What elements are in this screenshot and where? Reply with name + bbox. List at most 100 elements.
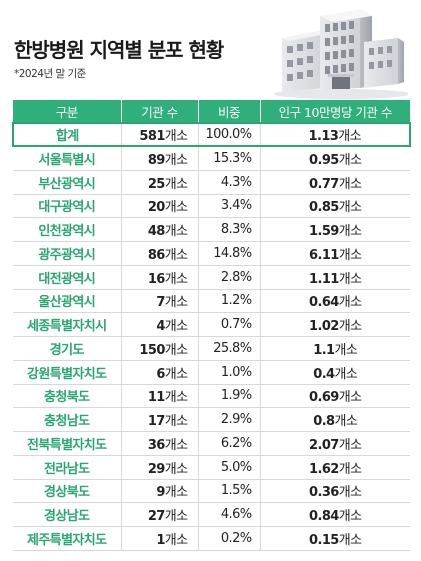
count-cell: 17개소: [121, 407, 199, 432]
count-unit: 개소: [164, 200, 188, 216]
count-cell: 1개소: [121, 526, 199, 551]
region-cell: 경상북도: [13, 479, 122, 504]
count-value: 27: [147, 509, 166, 525]
count-cell: 4개소: [121, 312, 199, 337]
count-value: 150: [139, 342, 165, 358]
table-row: 세종특별자치시 4개소 0.7% 1.02개소: [13, 312, 410, 337]
per-100k-unit: 개소: [334, 366, 358, 382]
per-100k-value: 0.85: [309, 200, 339, 216]
share-cell: 0.7%: [198, 312, 261, 337]
per-100k-cell: 0.15개소: [260, 526, 410, 551]
count-cell: 48개소: [121, 217, 199, 242]
hospital-building-illustration: [274, 10, 408, 99]
per-100k-unit: 개소: [338, 224, 362, 240]
share-cell: 5.0%: [198, 455, 261, 480]
per-100k-unit: 개소: [338, 461, 362, 477]
share-cell: 25.8%: [198, 336, 261, 361]
per-100k-unit: 개소: [338, 390, 362, 406]
count-cell: 25개소: [121, 170, 199, 195]
per-100k-value: 0.69: [309, 390, 339, 406]
page-title: 한방병원 지역별 분포 현황: [14, 38, 224, 62]
table-row: 경상북도 9개소 1.5% 0.36개소: [13, 479, 410, 504]
per-100k-value: 1.59: [309, 224, 339, 240]
count-value: 9: [156, 485, 165, 501]
table-row: 인천광역시 48개소 8.3% 1.59개소: [13, 217, 410, 242]
per-100k-cell: 1.59개소: [260, 217, 410, 242]
count-value: 16: [147, 271, 166, 287]
count-value: 89: [147, 152, 166, 168]
count-unit: 개소: [164, 532, 188, 548]
per-100k-unit: 개소: [338, 176, 362, 192]
count-value: 1: [156, 532, 165, 548]
count-cell: 29개소: [121, 455, 199, 480]
per-100k-unit: 개소: [338, 532, 362, 548]
count-unit: 개소: [164, 509, 188, 525]
table-row: 대구광역시 20개소 3.4% 0.85개소: [13, 194, 410, 219]
per-100k-unit: 개소: [334, 342, 358, 358]
per-100k-cell: 2.07개소: [260, 431, 410, 456]
count-cell: 581개소: [121, 122, 199, 147]
region-cell: 제주특별자치도: [13, 526, 122, 551]
per-100k-value: 0.77: [309, 176, 339, 192]
count-unit: 개소: [164, 461, 188, 477]
count-unit: 개소: [164, 295, 188, 311]
per-100k-value: 0.4: [313, 366, 335, 382]
per-100k-unit: 개소: [338, 200, 362, 216]
count-unit: 개소: [164, 485, 188, 501]
per-100k-cell: 1.1개소: [260, 336, 410, 361]
count-value: 48: [147, 224, 166, 240]
region-cell: 충청북도: [13, 384, 122, 409]
table-header-row: 구분 기관 수 비중 인구 10만명당 기관 수: [13, 100, 410, 123]
table-row: 경상남도 27개소 4.6% 0.84개소: [13, 502, 410, 527]
per-100k-cell: 6.11개소: [260, 241, 410, 266]
count-unit: 개소: [164, 224, 188, 240]
table-row: 서울특별시 89개소 15.3% 0.95개소: [13, 146, 410, 171]
count-cell: 11개소: [121, 384, 199, 409]
table-row: 충청남도 17개소 2.9% 0.8개소: [13, 407, 410, 432]
per-100k-unit: 개소: [338, 247, 362, 263]
share-cell: 2.8%: [198, 265, 261, 290]
per-100k-unit: 개소: [334, 414, 358, 430]
share-cell: 4.6%: [198, 502, 261, 527]
count-unit: 개소: [164, 414, 188, 430]
per-100k-unit: 개소: [338, 295, 362, 311]
count-value: 17: [147, 414, 166, 430]
count-cell: 6개소: [121, 360, 199, 385]
table-row: 광주광역시 86개소 14.8% 6.11개소: [13, 241, 410, 266]
share-cell: 8.3%: [198, 217, 261, 242]
share-cell: 1.9%: [198, 384, 261, 409]
per-100k-value: 0.36: [309, 485, 339, 501]
region-cell: 합계: [12, 122, 122, 147]
region-cell: 대구광역시: [13, 194, 122, 219]
count-unit: 개소: [164, 319, 188, 335]
per-100k-value: 0.64: [309, 295, 339, 311]
per-100k-value: 2.07: [309, 437, 339, 453]
per-100k-unit: 개소: [338, 152, 362, 168]
region-cell: 부산광역시: [13, 170, 122, 195]
per-100k-cell: 0.85개소: [260, 194, 410, 219]
column-header-region: 구분: [13, 100, 122, 123]
region-cell: 경상남도: [13, 502, 122, 527]
region-cell: 광주광역시: [13, 241, 122, 266]
share-cell: 1.2%: [198, 289, 261, 314]
share-cell: 0.2%: [198, 526, 261, 551]
count-cell: 9개소: [121, 479, 199, 504]
table-row: 강원특별자치도 6개소 1.0% 0.4개소: [13, 360, 410, 385]
count-cell: 150개소: [121, 336, 199, 361]
per-100k-cell: 0.77개소: [260, 170, 410, 195]
table-row: 대전광역시 16개소 2.8% 1.11개소: [13, 265, 410, 290]
share-cell: 4.3%: [198, 170, 261, 195]
table-row: 전북특별자치도 36개소 6.2% 2.07개소: [13, 431, 410, 456]
per-100k-value: 0.8: [313, 414, 335, 430]
per-100k-cell: 1.62개소: [260, 455, 410, 480]
count-cell: 7개소: [121, 289, 199, 314]
count-value: 36: [147, 437, 166, 453]
region-cell: 충청남도: [13, 407, 122, 432]
page-subtitle: *2024년 말 기준: [14, 68, 86, 80]
per-100k-value: 1.11: [309, 271, 339, 287]
table-row: 제주특별자치도 1개소 0.2% 0.15개소: [13, 526, 410, 551]
per-100k-unit: 개소: [338, 485, 362, 501]
table-row: 부산광역시 25개소 4.3% 0.77개소: [13, 170, 410, 195]
per-100k-value: 1.1: [313, 342, 335, 358]
count-unit: 개소: [164, 247, 188, 263]
